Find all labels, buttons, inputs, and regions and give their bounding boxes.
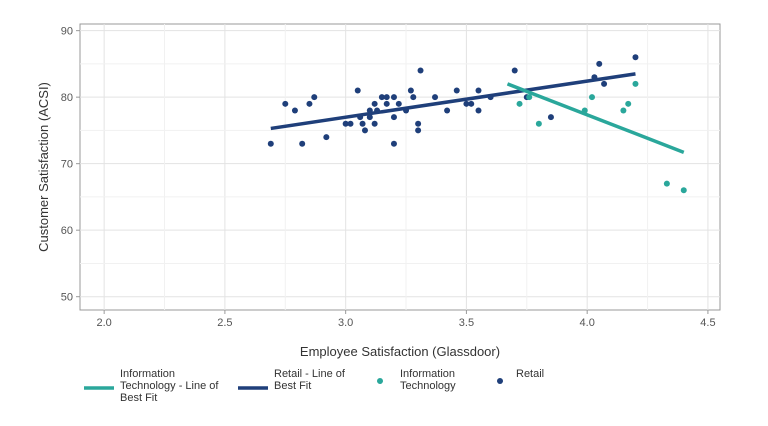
retail-point — [591, 74, 598, 81]
retail-point — [291, 107, 298, 114]
y-tick-label: 90 — [61, 26, 73, 38]
retail-point — [390, 140, 397, 147]
retail-point — [357, 114, 364, 121]
y-tick-label: 70 — [61, 159, 73, 171]
retail-point — [347, 120, 354, 127]
plot-area — [79, 23, 721, 311]
information-technology-point — [625, 100, 632, 107]
y-tick-label: 50 — [61, 292, 73, 304]
information-technology-point — [632, 80, 639, 87]
retail-point — [475, 107, 482, 114]
x-tick-label: 2.5 — [217, 317, 232, 329]
legend-label: Technology - Line of — [120, 380, 219, 392]
information-technology-point — [680, 187, 687, 194]
legend-label: Technology — [400, 380, 456, 392]
information-technology-point — [535, 120, 542, 127]
information-technology-line-of-best-fit — [506, 82, 685, 154]
information-technology-point — [620, 107, 627, 114]
retail-point — [390, 114, 397, 121]
grid — [80, 24, 720, 310]
data-points — [267, 54, 687, 194]
retail-point — [632, 54, 639, 61]
retail-point — [282, 100, 289, 107]
retail-point — [410, 94, 417, 101]
retail-point — [354, 87, 361, 94]
retail-point — [415, 120, 422, 127]
retail-point — [371, 120, 378, 127]
x-tick-label: 4.5 — [700, 317, 715, 329]
y-axis-title: Customer Satisfaction (ACSI) — [36, 82, 51, 252]
x-tick-label: 3.0 — [338, 317, 353, 329]
legend-label: Information — [400, 368, 455, 380]
retail-point — [390, 94, 397, 101]
retail-point — [342, 120, 349, 127]
retail-point — [511, 67, 518, 74]
y-tick-label: 60 — [61, 225, 73, 237]
retail-point — [417, 67, 424, 74]
retail-point — [487, 94, 494, 101]
information-technology-point — [663, 180, 670, 187]
retail-line-of-best-fit — [270, 72, 636, 131]
information-technology-point — [516, 100, 523, 107]
retail-point — [299, 140, 306, 147]
information-technology-point — [581, 107, 588, 114]
x-tick-label: 2.0 — [97, 317, 112, 329]
legend-label: Retail - Line of — [274, 368, 346, 380]
retail-point — [596, 60, 603, 67]
legend-label: Information — [120, 368, 175, 380]
information-technology-point — [589, 94, 595, 101]
fit-lines — [270, 72, 685, 154]
retail-point — [366, 107, 373, 114]
x-tick-label: 4.0 — [580, 317, 595, 329]
legend-label: Retail — [516, 368, 544, 380]
retail-point — [444, 107, 451, 114]
retail-point — [323, 134, 330, 141]
legend-label: Best Fit — [274, 380, 311, 392]
retail-point — [468, 100, 475, 107]
x-tick-label: 3.5 — [459, 317, 474, 329]
retail-point — [601, 80, 608, 87]
retail-point — [432, 94, 439, 101]
retail-point — [475, 87, 482, 94]
retail-point — [383, 100, 390, 107]
retail-point — [378, 94, 385, 101]
retail-point — [267, 140, 274, 147]
legend-item: Retail — [497, 368, 544, 384]
legend-label: Best Fit — [120, 392, 157, 404]
retail-point — [395, 100, 402, 107]
retail-point — [403, 107, 410, 114]
retail-point — [415, 127, 422, 134]
axis-ticks: 2.0 2.5 3.0 3.5 4.0 4.5 50 60 70 80 90 — [61, 26, 716, 329]
y-tick-label: 80 — [61, 92, 73, 104]
retail-point — [407, 87, 414, 94]
retail-point — [306, 100, 313, 107]
retail-point — [366, 114, 373, 121]
retail-point — [371, 100, 378, 107]
retail-point — [547, 114, 554, 121]
retail-point — [311, 94, 318, 101]
retail-point — [463, 100, 470, 107]
x-axis-title: Employee Satisfaction (Glassdoor) — [300, 344, 500, 359]
retail-point — [383, 94, 390, 101]
retail-point — [359, 120, 366, 127]
information-technology-point — [526, 94, 533, 101]
legend-point-swatch — [497, 378, 503, 384]
retail-point — [374, 107, 381, 114]
retail-point — [453, 87, 460, 94]
legend-point-swatch — [377, 378, 383, 384]
retail-point — [361, 127, 368, 134]
